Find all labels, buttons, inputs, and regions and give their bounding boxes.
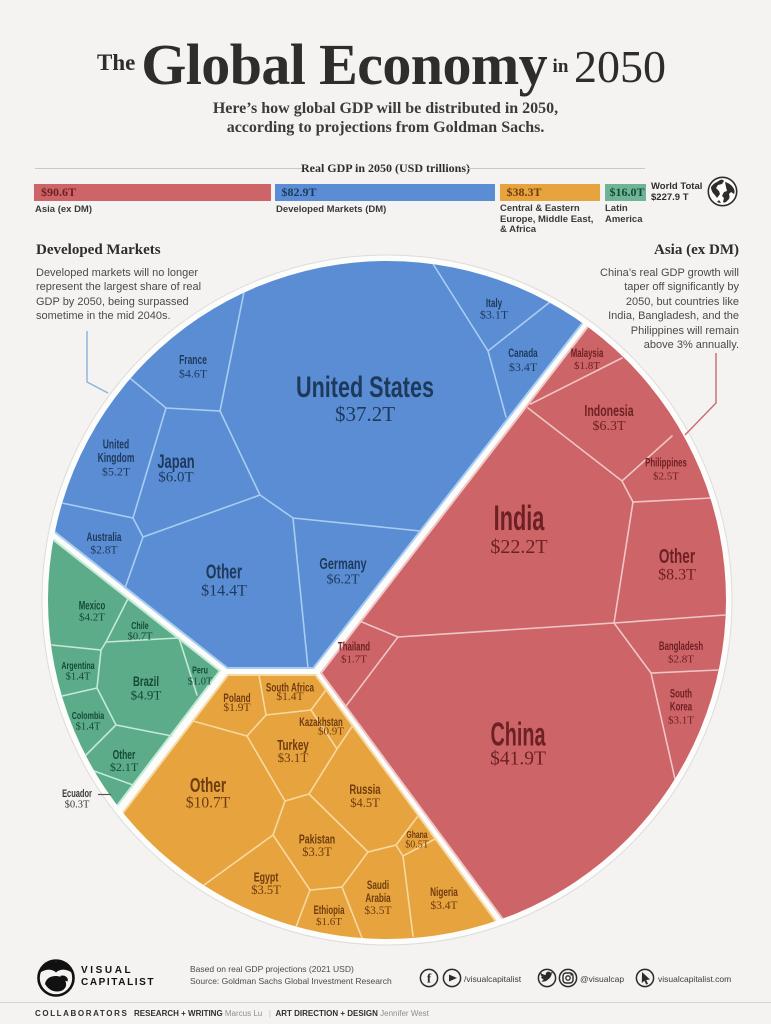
svg-text:Russia: Russia (349, 781, 380, 797)
svg-text:$3.3T: $3.3T (302, 845, 332, 859)
svg-text:$1.4T: $1.4T (276, 690, 303, 703)
svg-text:China: China (491, 715, 547, 753)
svg-text:$0.3T: $0.3T (65, 800, 90, 811)
svg-text:South: South (670, 688, 692, 701)
svg-text:United States: United States (296, 369, 434, 403)
svg-text:$0.7T: $0.7T (128, 632, 153, 643)
svg-text:f: f (427, 971, 432, 986)
svg-text:Ghana: Ghana (406, 829, 427, 841)
svg-text:Korea: Korea (670, 701, 693, 714)
svg-text:$3.1T: $3.1T (278, 750, 309, 765)
svg-text:India: India (494, 500, 545, 538)
svg-text:Pakistan: Pakistan (299, 833, 336, 847)
svg-text:$6.0T: $6.0T (158, 470, 193, 486)
svg-text:Other: Other (190, 774, 227, 796)
svg-text:$6.2T: $6.2T (326, 573, 360, 588)
svg-text:Ethiopia: Ethiopia (314, 905, 345, 918)
svg-text:Mexico: Mexico (79, 600, 106, 613)
svg-text:Chile: Chile (131, 620, 148, 632)
svg-text:Other: Other (113, 748, 136, 762)
svg-text:$3.4T: $3.4T (509, 360, 538, 374)
svg-text:Other: Other (659, 545, 696, 567)
svg-text:Italy: Italy (486, 298, 503, 311)
svg-text:Arabia: Arabia (365, 893, 391, 906)
svg-text:Turkey: Turkey (277, 737, 309, 753)
svg-text:Germany: Germany (319, 555, 366, 573)
svg-text:$4.6T: $4.6T (179, 367, 208, 381)
svg-text:$14.4T: $14.4T (201, 583, 247, 600)
svg-text:Nigeria: Nigeria (430, 887, 458, 900)
svg-text:$2.8T: $2.8T (668, 654, 694, 666)
svg-text:$2.5T: $2.5T (653, 471, 679, 483)
svg-text:Kazakhstan: Kazakhstan (299, 717, 342, 730)
svg-text:$3.5T: $3.5T (251, 883, 281, 897)
svg-text:Philippines: Philippines (645, 457, 687, 470)
svg-text:Brazil: Brazil (133, 673, 159, 689)
svg-text:Australia: Australia (87, 532, 122, 545)
svg-text:$1.7T: $1.7T (341, 654, 367, 666)
svg-text:$10.7T: $10.7T (186, 795, 231, 812)
svg-text:Colombia: Colombia (72, 710, 105, 722)
svg-text:Ecuador: Ecuador (62, 786, 92, 799)
svg-text:$41.9T: $41.9T (490, 749, 546, 770)
svg-text:$0.5T: $0.5T (405, 840, 429, 851)
svg-text:$3.1T: $3.1T (668, 715, 694, 727)
svg-text:Peru: Peru (192, 664, 208, 676)
svg-text:Thailand: Thailand (338, 641, 370, 654)
svg-text:$1.4T: $1.4T (66, 672, 91, 683)
svg-text:$4.5T: $4.5T (350, 796, 380, 810)
svg-text:$1.9T: $1.9T (223, 701, 250, 714)
svg-text:France: France (179, 353, 207, 367)
svg-text:$4.9T: $4.9T (131, 688, 162, 703)
svg-text:$1.0T: $1.0T (188, 677, 213, 688)
svg-text:Egypt: Egypt (254, 871, 279, 885)
svg-text:South Africa: South Africa (266, 682, 314, 695)
svg-text:Argentina: Argentina (61, 660, 95, 672)
svg-text:Other: Other (206, 561, 243, 583)
svg-text:$1.6T: $1.6T (316, 916, 342, 928)
svg-text:$3.4T: $3.4T (430, 899, 457, 912)
svg-text:Saudi: Saudi (367, 880, 389, 893)
svg-text:Kingdom: Kingdom (98, 451, 135, 465)
svg-text:$4.2T: $4.2T (79, 612, 105, 624)
svg-text:$1.8T: $1.8T (574, 360, 600, 372)
svg-text:$37.2T: $37.2T (335, 402, 395, 426)
svg-text:Japan: Japan (157, 452, 194, 473)
svg-text:Bangladesh: Bangladesh (659, 641, 703, 654)
svg-text:$3.5T: $3.5T (364, 904, 391, 917)
svg-text:Malaysia: Malaysia (571, 348, 604, 361)
svg-text:$2.8T: $2.8T (90, 544, 117, 557)
svg-text:Poland: Poland (223, 693, 250, 706)
svg-text:$22.2T: $22.2T (490, 536, 547, 558)
svg-text:$5.2T: $5.2T (102, 465, 131, 479)
svg-text:$3.1T: $3.1T (480, 308, 509, 322)
svg-text:United: United (103, 438, 129, 452)
svg-text:$2.1T: $2.1T (110, 760, 139, 774)
svg-text:$1.4T: $1.4T (76, 722, 101, 733)
svg-text:Canada: Canada (508, 348, 538, 361)
svg-text:Indonesia: Indonesia (584, 402, 634, 420)
svg-text:$6.3T: $6.3T (592, 419, 626, 434)
svg-text:$0.9T: $0.9T (318, 726, 344, 738)
svg-text:$8.3T: $8.3T (658, 567, 696, 584)
